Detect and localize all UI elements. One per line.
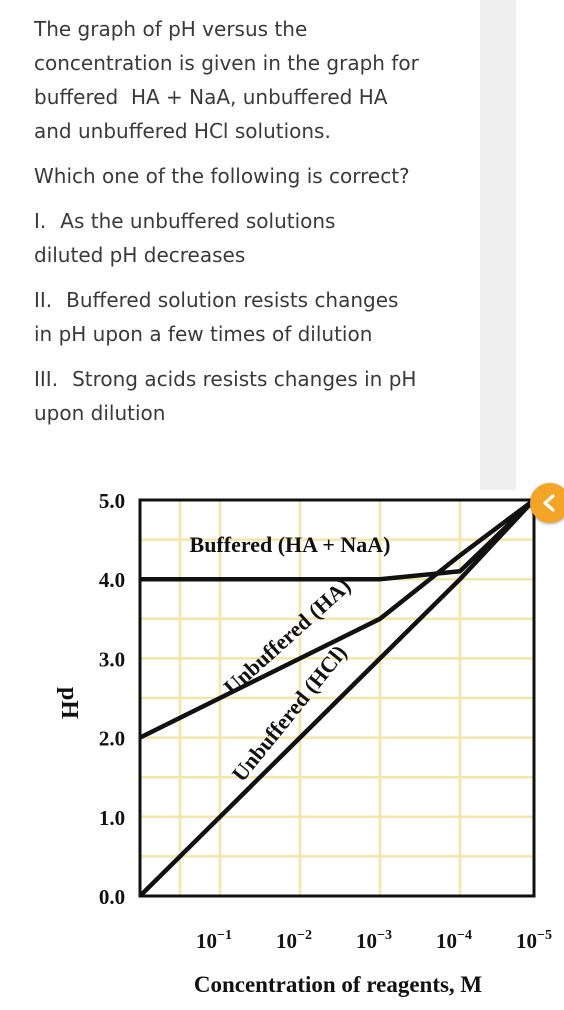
scroll-strip bbox=[480, 0, 516, 490]
statement-text: Buffered solution resists changes bbox=[66, 288, 399, 312]
question-prompt: Which one of the following is correct? bbox=[34, 164, 410, 188]
y-tick-label: 2.0 bbox=[99, 727, 125, 751]
ph-chart: 5.04.03.02.01.00.0 10−1 10−2 10−3 10−4 10−5 … bbox=[56, 489, 552, 997]
x-tick-base: 10 bbox=[436, 929, 457, 953]
intro-line: and unbuffered HCl solutions. bbox=[34, 119, 331, 143]
y-axis-ticks: 5.0 4.0 3.0 2.0 1.0 0.0 bbox=[99, 489, 125, 909]
x-tick-exponent: −5 bbox=[537, 928, 552, 943]
statement-text: Strong acids resists changes in pH bbox=[72, 367, 417, 391]
x-tick-exponent: −2 bbox=[297, 928, 312, 943]
x-tick-label: 10−2 bbox=[276, 928, 312, 953]
y-tick-label: 1.0 bbox=[99, 806, 125, 830]
x-tick-base: 10 bbox=[196, 929, 217, 953]
statement-text: upon dilution bbox=[34, 401, 166, 425]
intro-line: concentration is given in the graph for bbox=[34, 51, 419, 75]
y-axis-label: pH bbox=[56, 687, 82, 719]
x-axis-ticks: 10−1 10−2 10−3 10−4 10−5 bbox=[196, 928, 552, 953]
statement-2: II. Buffered solution resists changes bbox=[34, 283, 464, 317]
collapse-button[interactable] bbox=[530, 483, 564, 523]
x-tick-base: 10 bbox=[516, 929, 537, 953]
x-tick-exponent: −1 bbox=[217, 928, 232, 943]
series-line-3 bbox=[138, 498, 536, 898]
y-tick-label: 4.0 bbox=[99, 568, 125, 592]
statement-number: I. bbox=[34, 209, 47, 233]
x-tick-base: 10 bbox=[356, 929, 377, 953]
y-tick-label: 3.0 bbox=[99, 647, 125, 671]
x-tick-label: 10−1 bbox=[196, 928, 232, 953]
y-tick-label: 5.0 bbox=[99, 489, 125, 513]
statement-3: III. Strong acids resists changes in pH bbox=[34, 362, 464, 396]
series-line-2 bbox=[139, 498, 536, 740]
x-tick-exponent: −4 bbox=[457, 928, 472, 943]
question-text: The graph of pH versus the concentration… bbox=[34, 12, 464, 430]
chart-series bbox=[138, 498, 536, 898]
statement-1: I. As the unbuffered solutions bbox=[34, 204, 464, 238]
chart-labels: Buffered (HA + NaA)Unbuffered (HA)Unbuff… bbox=[56, 532, 482, 997]
statement-number: II. bbox=[34, 288, 53, 312]
series-label: Unbuffered (HA) bbox=[219, 573, 356, 700]
x-tick-label: 10−5 bbox=[516, 928, 552, 953]
x-tick-exponent: −3 bbox=[377, 928, 392, 943]
statement-text: in pH upon a few times of dilution bbox=[34, 322, 373, 346]
x-tick-label: 10−4 bbox=[436, 928, 472, 953]
series-line-1 bbox=[140, 498, 536, 582]
statement-text: diluted pH decreases bbox=[34, 243, 246, 267]
series-label: Buffered (HA + NaA) bbox=[190, 532, 391, 557]
x-axis-label: Concentration of reagents, M bbox=[194, 972, 483, 997]
intro-line: The graph of pH versus the bbox=[34, 17, 308, 41]
statement-text: As the unbuffered solutions bbox=[60, 209, 336, 233]
plot-frame bbox=[138, 498, 536, 898]
x-tick-base: 10 bbox=[276, 929, 297, 953]
statement-number: III. bbox=[34, 367, 59, 391]
y-tick-label: 0.0 bbox=[99, 885, 125, 909]
chevron-left-icon bbox=[543, 494, 555, 512]
x-tick-label: 10−3 bbox=[356, 928, 392, 953]
intro-line: buffered HA + NaA, unbuffered HA bbox=[34, 85, 388, 109]
